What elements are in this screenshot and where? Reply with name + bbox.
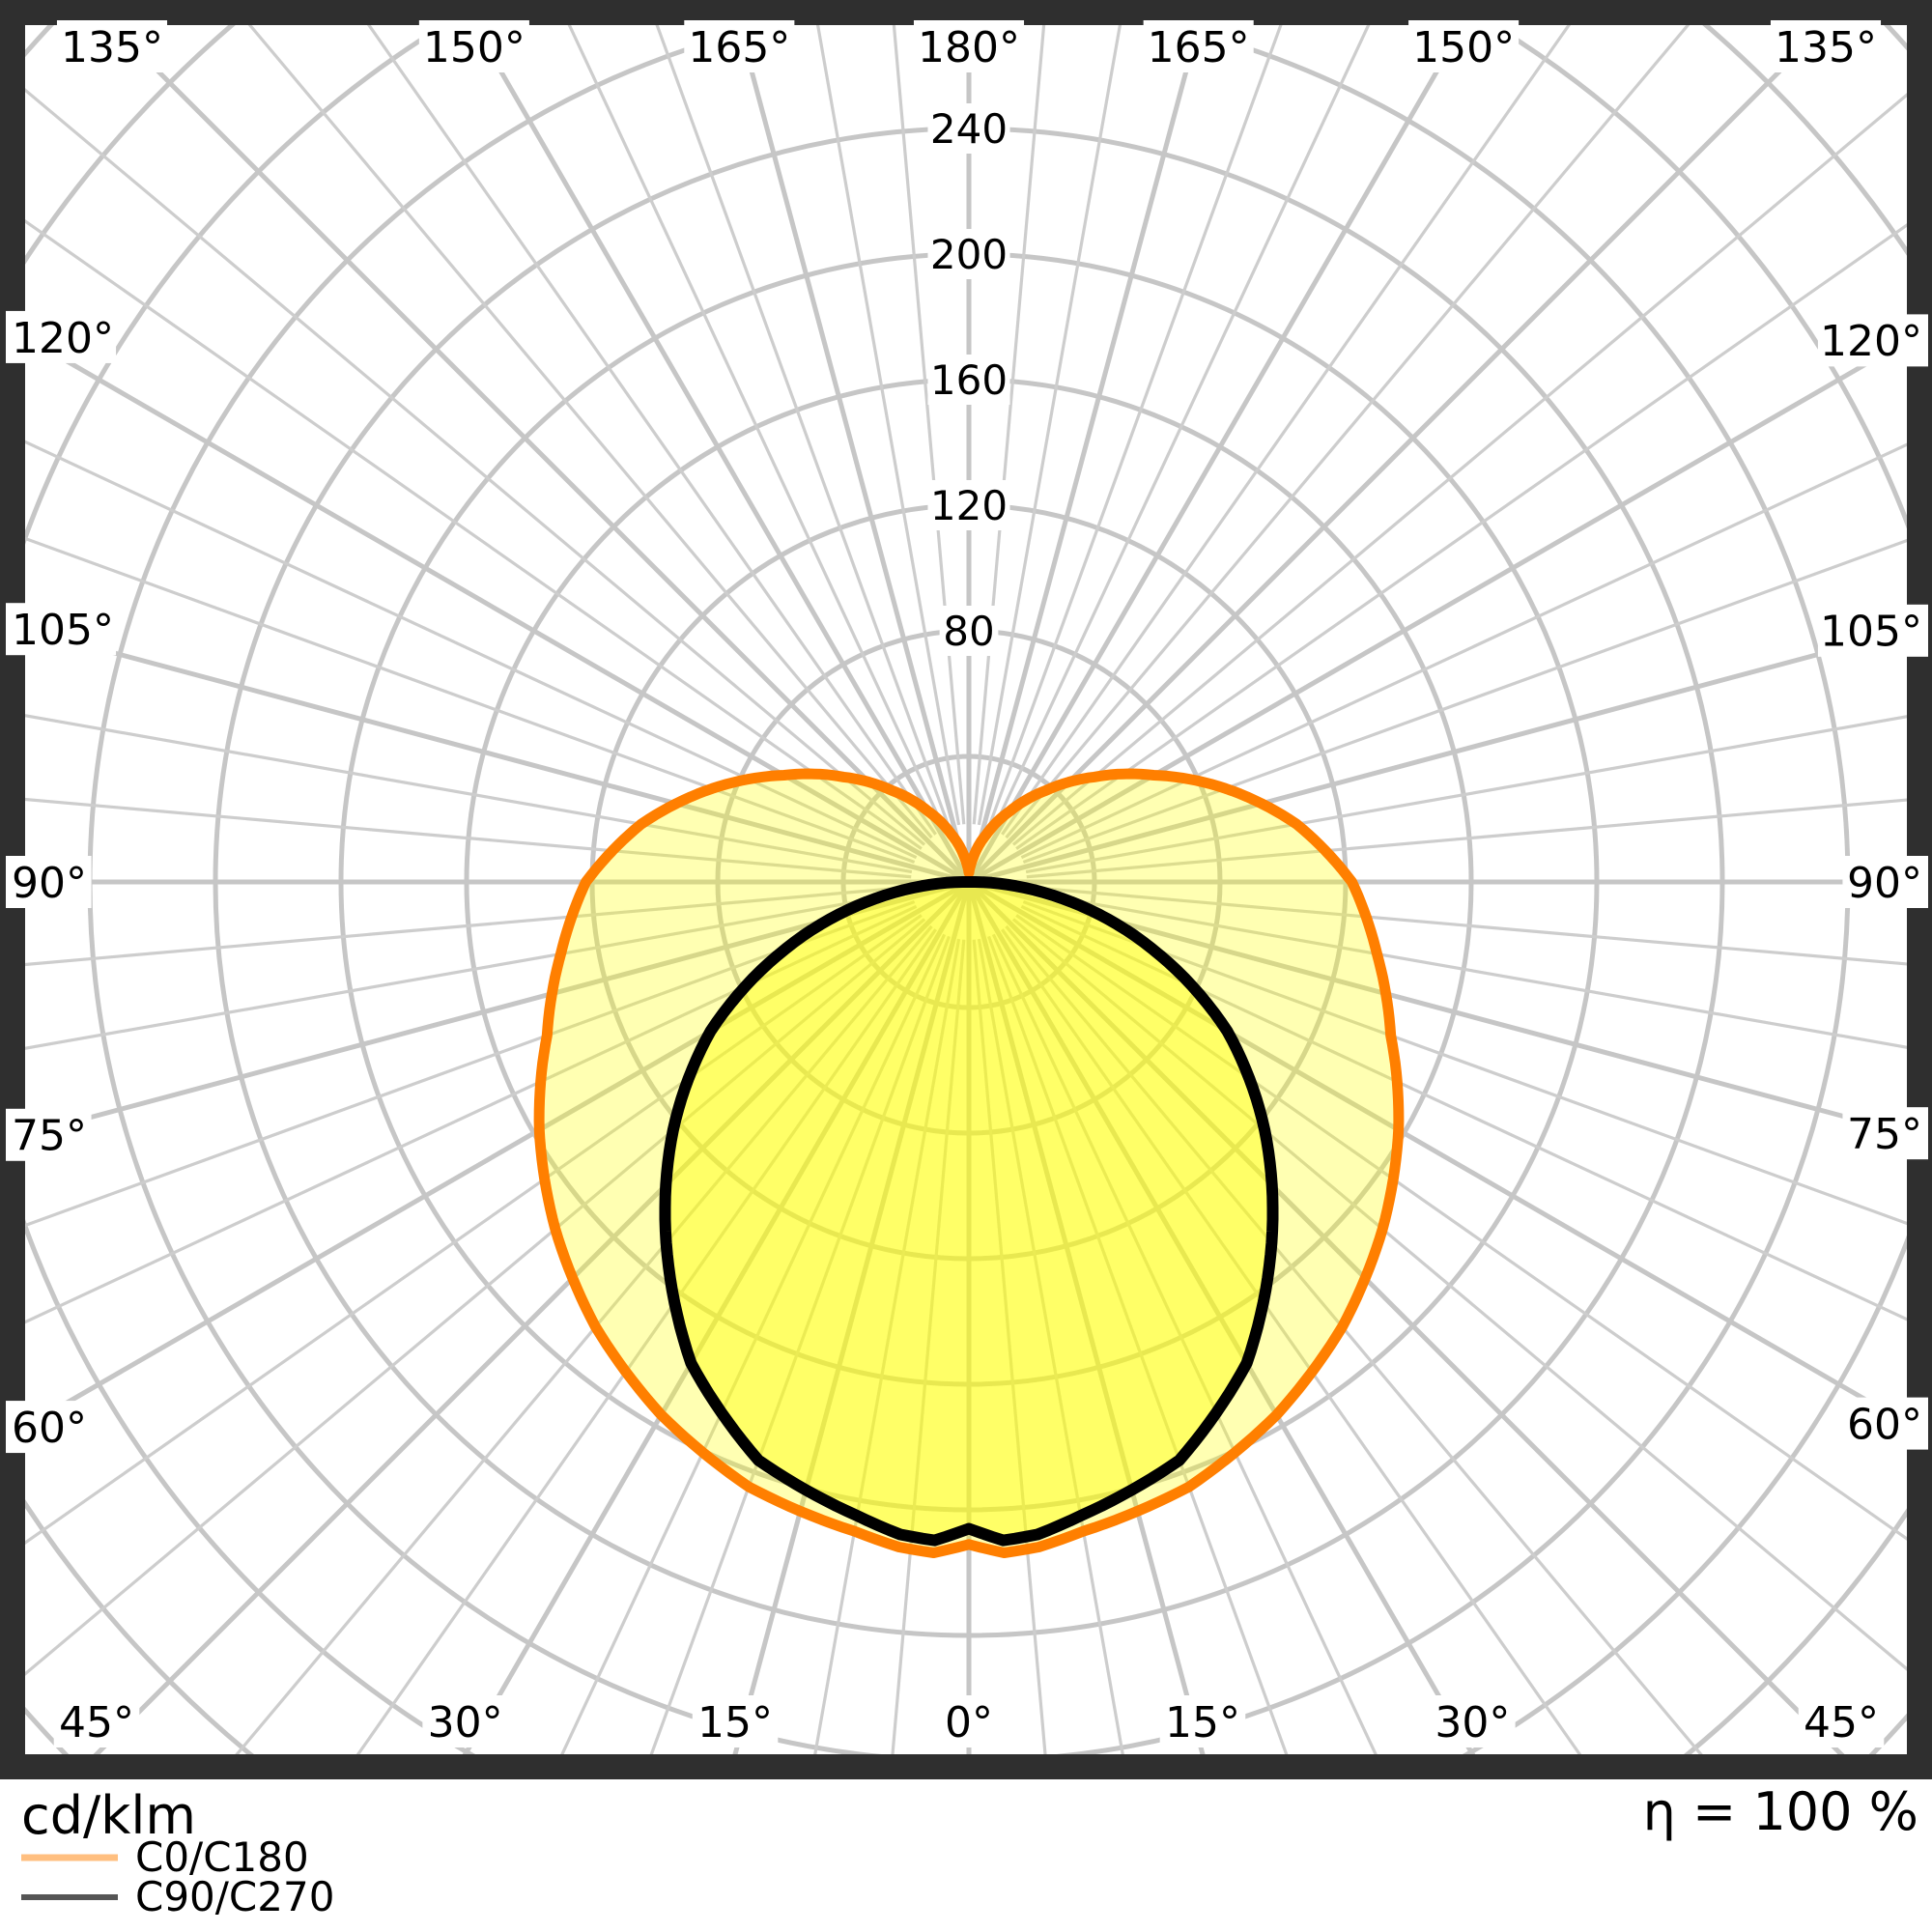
legend-label-c0: C0/C180 (135, 1833, 309, 1881)
angle-label-0: 0° (945, 1698, 993, 1747)
intensity-curves (533, 768, 1405, 1558)
legend-label-c90: C90/C270 (135, 1873, 334, 1920)
angle-label-165: 165° (688, 23, 790, 72)
axis-labels: 80 120 160 200 240 0° 15° 15° 30° 30° 45° 45° 60° 60°… (6, 20, 1928, 1747)
angle-label-75: 75° (12, 1112, 87, 1161)
radial-tick-label: 200 (930, 231, 1008, 278)
angle-label-135: 135° (61, 23, 163, 72)
angle-label-105: 105° (12, 606, 114, 655)
radial-tick-label: 120 (930, 482, 1008, 529)
angle-label-15: 15° (697, 1698, 773, 1747)
unit-label: cd/klm (21, 1785, 196, 1846)
angle-label-60: 60° (1847, 1400, 1922, 1449)
radial-tick-label: 240 (930, 105, 1008, 153)
angle-label-150: 150° (423, 23, 526, 72)
angle-label-30: 30° (1435, 1698, 1510, 1747)
angle-label-120: 120° (1820, 317, 1922, 366)
angle-label-120: 120° (12, 314, 114, 363)
angle-label-60: 60° (12, 1404, 87, 1453)
radial-tick-label: 80 (943, 608, 994, 655)
angle-label-90: 90° (12, 859, 87, 908)
angle-label-180: 180° (918, 23, 1020, 72)
angle-label-165: 165° (1148, 23, 1250, 72)
angle-label-75: 75° (1847, 1110, 1922, 1159)
angle-label-105: 105° (1820, 608, 1922, 657)
legend: C0/C180 C90/C270 (21, 1833, 334, 1920)
angle-label-135: 135° (1775, 23, 1877, 72)
c90-c270-curve (659, 876, 1279, 1547)
angle-label-15: 15° (1165, 1698, 1240, 1747)
angle-label-30: 30° (428, 1698, 503, 1747)
radial-tick-label: 160 (930, 356, 1008, 404)
angle-label-45: 45° (1804, 1698, 1879, 1747)
efficiency-label: η = 100 % (1643, 1781, 1918, 1842)
angle-label-45: 45° (59, 1698, 134, 1747)
c0-c180-curve (533, 768, 1405, 1558)
angle-label-150: 150° (1412, 23, 1515, 72)
angle-label-90: 90° (1847, 859, 1922, 908)
